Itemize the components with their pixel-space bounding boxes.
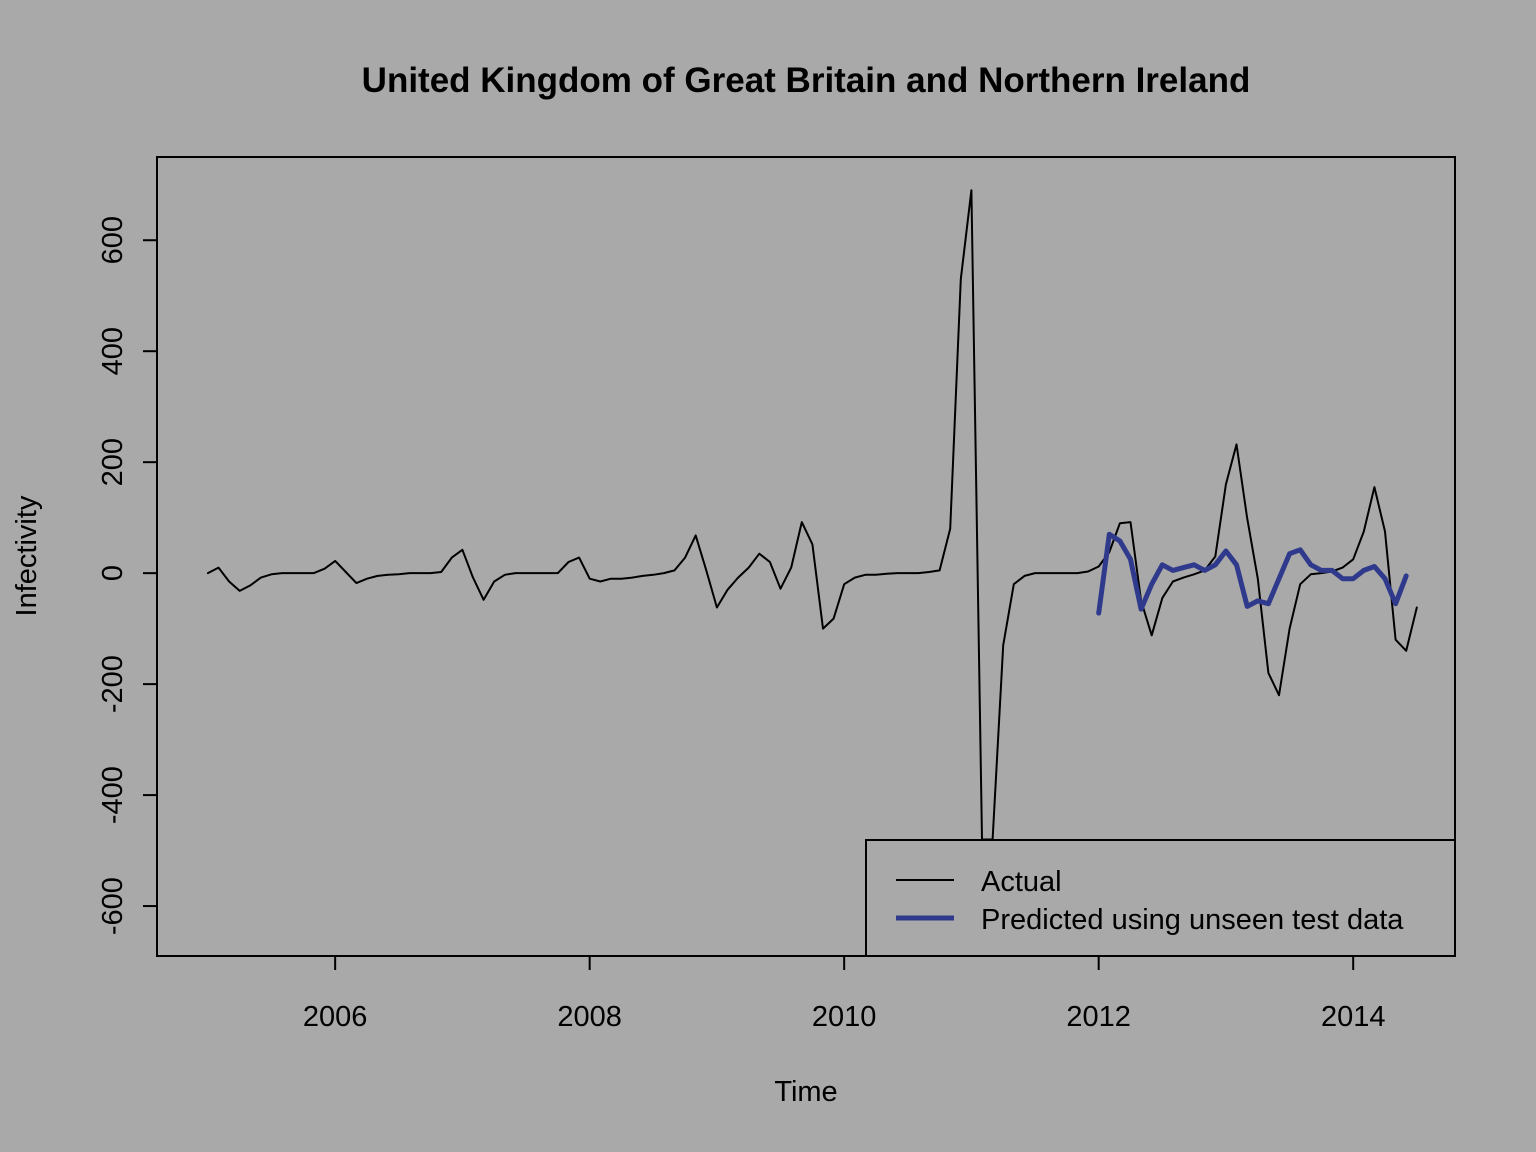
x-tick-label: 2006 [303, 1001, 368, 1033]
x-tick-label: 2010 [812, 1001, 877, 1033]
legend-label: Actual [981, 866, 1062, 898]
predicted-series-line [1096, 531, 1409, 616]
legend-label: Predicted using unseen test data [981, 904, 1404, 936]
y-tick-label: 600 [97, 216, 129, 264]
x-tick-label: 2014 [1321, 1001, 1386, 1033]
y-tick-label: -600 [97, 877, 129, 935]
y-tick-label: 200 [97, 438, 129, 486]
x-tick-label: 2008 [557, 1001, 622, 1033]
plot-frame [156, 156, 1456, 957]
y-tick-label: 400 [97, 327, 129, 375]
actual-series-line [206, 189, 1418, 841]
x-tick-label: 2012 [1066, 1001, 1131, 1033]
y-axis-label: Infectivity [11, 495, 43, 616]
y-tick-label: -400 [97, 766, 129, 824]
legend-box [865, 839, 1456, 957]
y-tick-label: 0 [97, 565, 129, 581]
x-axis-label: Time [774, 1076, 837, 1108]
y-tick-label: -200 [97, 655, 129, 713]
chart-title: United Kingdom of Great Britain and Nort… [362, 61, 1251, 100]
